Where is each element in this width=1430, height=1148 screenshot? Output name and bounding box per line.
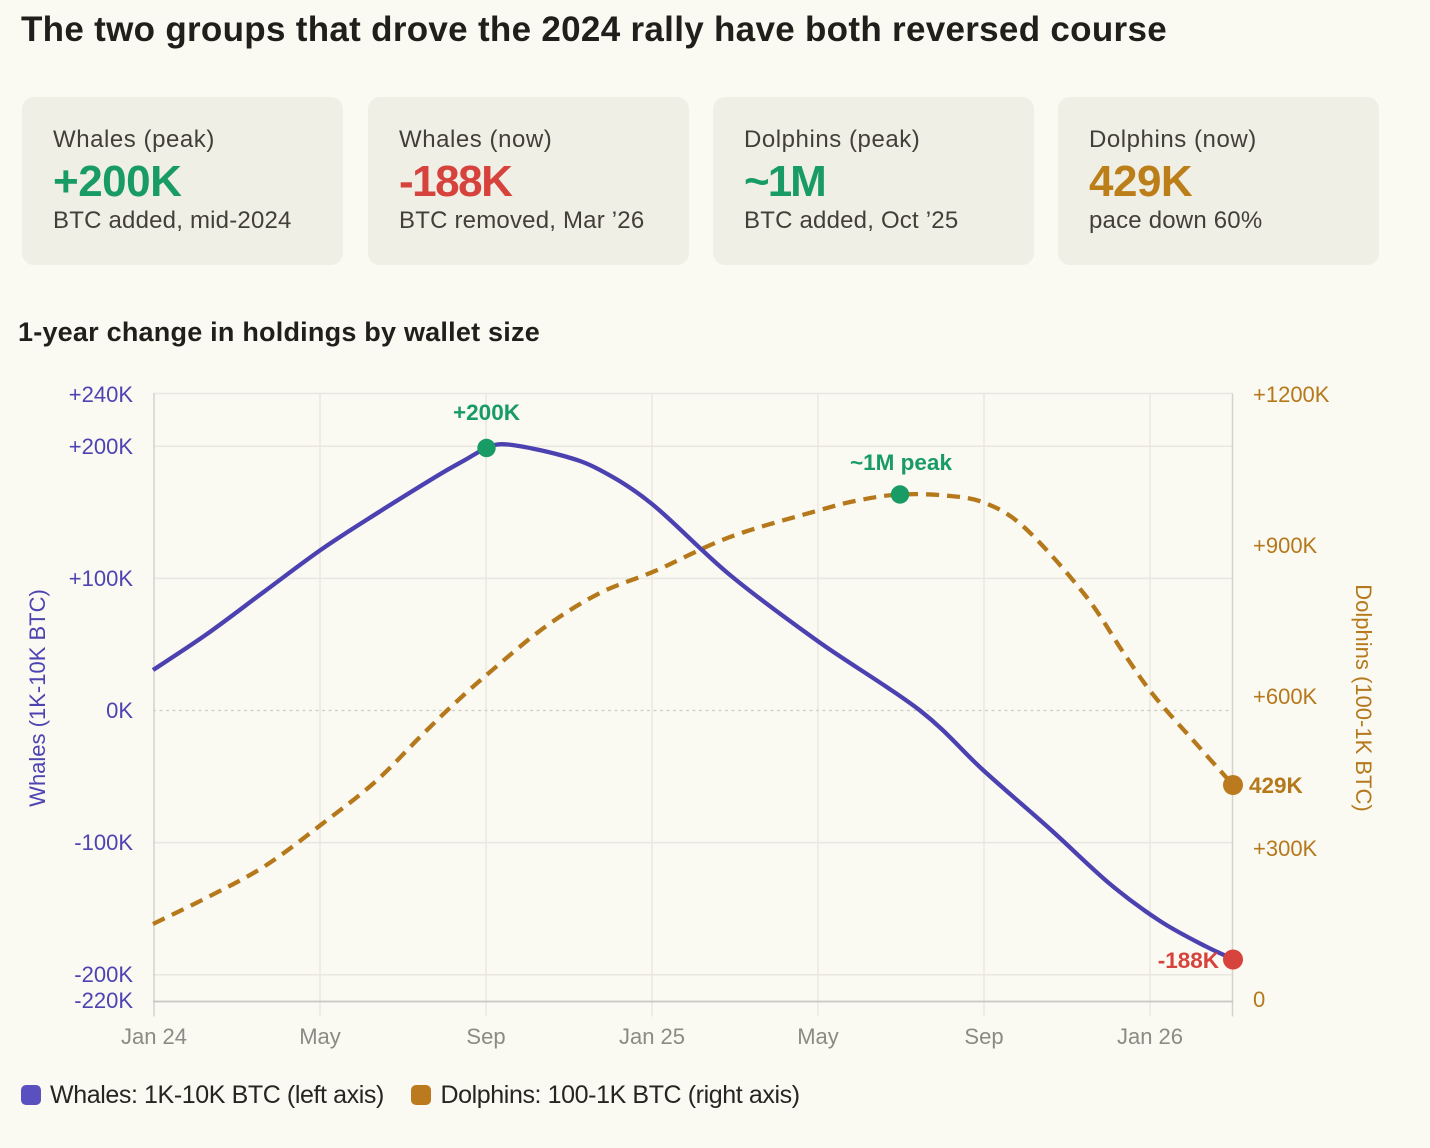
svg-text:+600K: +600K xyxy=(1253,684,1318,709)
svg-text:Jan 24: Jan 24 xyxy=(121,1024,187,1049)
svg-text:0: 0 xyxy=(1253,987,1265,1012)
svg-text:+1200K: +1200K xyxy=(1253,382,1330,407)
svg-text:Jan 26: Jan 26 xyxy=(1117,1024,1183,1049)
svg-text:May: May xyxy=(797,1024,839,1049)
svg-text:Sep: Sep xyxy=(964,1024,1003,1049)
svg-text:-200K: -200K xyxy=(74,962,133,987)
svg-text:-220K: -220K xyxy=(74,988,133,1013)
svg-text:-100K: -100K xyxy=(74,830,133,855)
svg-text:Jan 25: Jan 25 xyxy=(619,1024,685,1049)
svg-text:+100K: +100K xyxy=(69,566,134,591)
svg-text:Whales (1K-10K BTC): Whales (1K-10K BTC) xyxy=(25,589,50,807)
svg-text:429K: 429K xyxy=(1249,773,1304,798)
svg-text:+200K: +200K xyxy=(453,400,521,425)
svg-text:+200K: +200K xyxy=(69,434,134,459)
svg-text:Sep: Sep xyxy=(466,1024,505,1049)
svg-text:+300K: +300K xyxy=(1253,836,1318,861)
svg-text:0K: 0K xyxy=(106,698,133,723)
svg-text:+900K: +900K xyxy=(1253,533,1318,558)
svg-text:+240K: +240K xyxy=(69,382,134,407)
svg-text:-188K: -188K xyxy=(1158,948,1220,973)
svg-text:May: May xyxy=(299,1024,341,1049)
svg-text:Dolphins (100-1K BTC): Dolphins (100-1K BTC) xyxy=(1351,584,1376,811)
svg-text:~1M peak: ~1M peak xyxy=(850,450,952,475)
